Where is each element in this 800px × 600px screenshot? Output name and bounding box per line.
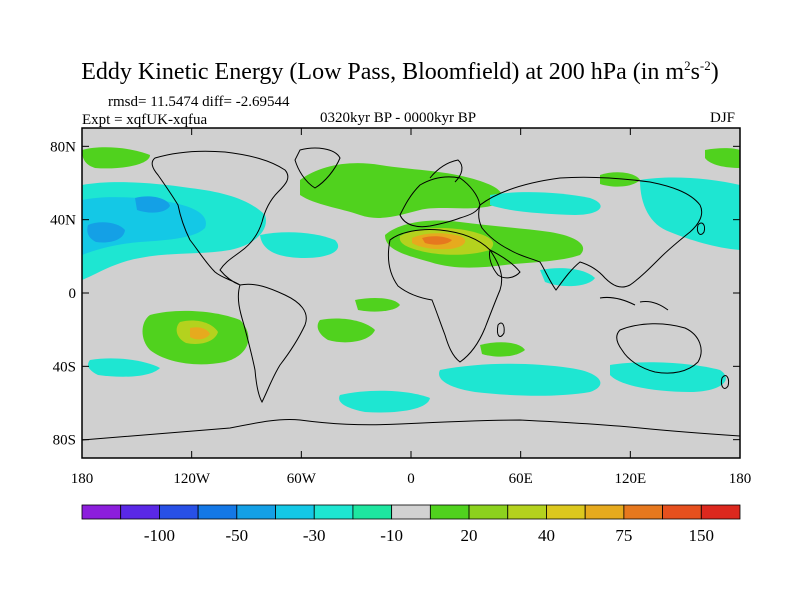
title-end: ) [710, 59, 719, 85]
map-axes: 80N 40N 0 40S 80S 180 120W 60W 0 60E 120E 180 [50, 128, 751, 487]
title-sup2: -2 [699, 58, 711, 73]
anomaly-siberia-green [600, 172, 640, 187]
colorbar: -100 -50 -30 -10 20 40 75 150 [81, 504, 741, 545]
lat-label: 0 [69, 286, 77, 302]
colorbar-label: -10 [380, 526, 403, 545]
anomaly-field [82, 147, 740, 413]
colorbar-label: -50 [225, 526, 248, 545]
colorbar-swatch [623, 504, 663, 520]
coast-australia [616, 323, 702, 374]
anomaly-south-atlantic-green [317, 318, 375, 343]
coast-arabia [489, 249, 521, 279]
colorbar-swatch [429, 504, 470, 520]
rmsd-text: rmsd= 11.5474 diff= -2.69544 [108, 94, 290, 110]
colorbar-swatch [275, 504, 315, 520]
colorbar-swatch [313, 504, 354, 520]
colorbar-swatch [507, 504, 547, 520]
colorbar-label: 20 [461, 526, 478, 545]
anomaly-southern-atlantic-cyan [339, 390, 430, 413]
coast-north-america [151, 150, 289, 286]
colorbar-swatch [352, 504, 393, 520]
lat-label: 40N [50, 213, 76, 229]
anomaly-sahara-core [422, 236, 452, 245]
lon-label: 180 [71, 471, 94, 487]
lon-label: 120W [173, 471, 211, 487]
colorbar-label: 40 [538, 526, 555, 545]
title-main: Eddy Kinetic Energy (Low Pass, Bloomfiel… [81, 59, 685, 85]
anomaly-australia-cyan [610, 362, 726, 392]
lat-label: 80S [53, 433, 76, 449]
anomaly-south-pacific-orange [190, 327, 210, 340]
anomaly-arctic-left [82, 147, 150, 169]
lat-label: 80N [50, 139, 76, 155]
coast-antarctica [82, 419, 740, 441]
period-text: 0320kyr BP - 0000kyr BP [320, 110, 477, 126]
colorbar-swatch [391, 504, 431, 520]
coast-south-america [237, 283, 307, 404]
lon-label: 60E [509, 471, 533, 487]
anomaly-indian-green [480, 342, 525, 357]
colorbar-label: 75 [615, 526, 632, 545]
coast-indonesia [599, 297, 669, 311]
anomaly-south-pacific-cyan [88, 358, 160, 377]
anomaly-south-indian-cyan [439, 363, 601, 396]
colorbar-swatch [81, 504, 122, 520]
coast-asia [478, 176, 703, 291]
anomaly-north-pacific-blue2 [135, 196, 170, 213]
colorbar-swatch [468, 504, 509, 520]
lat-label: 40S [53, 359, 76, 375]
colorbar-swatch [584, 504, 625, 520]
colorbar-swatch [662, 504, 702, 520]
colorbar-swatch [700, 504, 741, 520]
title-mid: s [690, 59, 700, 85]
anomaly-india-cyan [540, 268, 595, 287]
coast-africa [387, 229, 503, 363]
coast-scandinavia [429, 159, 463, 183]
anomaly-arctic-right [705, 148, 740, 168]
lon-label: 180 [729, 471, 752, 487]
anomaly-midlat-cyan [490, 192, 601, 215]
colorbar-swatch [197, 504, 238, 520]
colorbar-swatch [546, 504, 586, 520]
colorbar-label: -30 [303, 526, 326, 545]
anomaly-tropical-atlantic [355, 297, 400, 312]
coast-japan [697, 222, 705, 235]
coast-madagascar [497, 322, 505, 337]
coast-greenland [294, 147, 341, 189]
coast-new-zealand [721, 375, 729, 389]
lon-label: 120E [614, 471, 646, 487]
lon-label: 0 [407, 471, 415, 487]
anomaly-north-pacific-blue [87, 222, 125, 243]
title-sup1: 2 [684, 58, 691, 73]
lon-label: 60W [287, 471, 317, 487]
anomaly-atlantic-cyan [260, 232, 339, 258]
coastlines [82, 147, 740, 441]
colorbar-label: -100 [144, 526, 175, 545]
figure-title: Eddy Kinetic Energy (Low Pass, Bloomfiel… [0, 58, 800, 86]
colorbar-swatch [236, 504, 276, 520]
colorbar-label: 150 [689, 526, 715, 545]
anomaly-east-pacific-cyan [640, 177, 740, 250]
season-text: DJF [710, 110, 736, 126]
colorbar-swatch [159, 504, 199, 520]
expt-text: Expt = xqfUK-xqfua [82, 112, 208, 128]
colorbar-swatch [120, 504, 160, 520]
